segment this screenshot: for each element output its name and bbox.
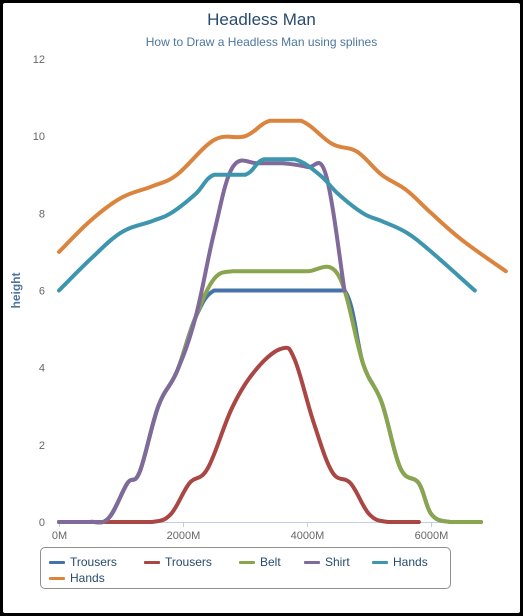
- series-line-trousers[interactable]: [57, 288, 483, 525]
- chart-title: Headless Man: [207, 10, 316, 29]
- y-tick-label: 4: [39, 363, 45, 375]
- legend-label: Trousers: [70, 555, 117, 569]
- legend-label: Hands: [393, 555, 428, 569]
- chart-legend: Trousers Trousers Belt Shirt Hands Hands: [40, 547, 451, 589]
- x-tick-label: 2000M: [167, 530, 201, 542]
- legend-label: Trousers: [165, 555, 212, 569]
- y-tick-label: 8: [39, 208, 45, 220]
- series-line-hands[interactable]: [57, 157, 477, 293]
- y-tick-label: 2: [39, 440, 45, 452]
- chart-subtitle: How to Draw a Headless Man using splines: [145, 35, 378, 49]
- y-tick-label: 10: [33, 131, 45, 143]
- series-line-shirt[interactable]: [57, 158, 347, 525]
- series-line-hands[interactable]: [57, 118, 508, 274]
- y-axis-title: height: [9, 273, 23, 309]
- y-tick-label: 6: [39, 286, 45, 298]
- series-line-trousers[interactable]: [57, 345, 421, 524]
- chart-frame: [3, 3, 520, 613]
- legend-label: Belt: [260, 555, 281, 569]
- series-line-belt[interactable]: [57, 264, 483, 525]
- legend-swatch: [304, 561, 320, 564]
- y-tick-label: 12: [33, 54, 45, 66]
- legend-swatch: [49, 577, 65, 580]
- legend-swatch: [144, 561, 160, 564]
- x-tick-label: 0M: [52, 530, 67, 542]
- legend-label: Hands: [70, 571, 105, 585]
- legend-label: Shirt: [325, 555, 350, 569]
- legend-swatch: [372, 561, 388, 564]
- y-tick-label: 0: [39, 517, 45, 529]
- legend-swatch: [49, 561, 65, 564]
- x-tick-label: 4000M: [291, 530, 325, 542]
- legend-swatch: [239, 561, 255, 564]
- x-tick-label: 6000M: [415, 530, 449, 542]
